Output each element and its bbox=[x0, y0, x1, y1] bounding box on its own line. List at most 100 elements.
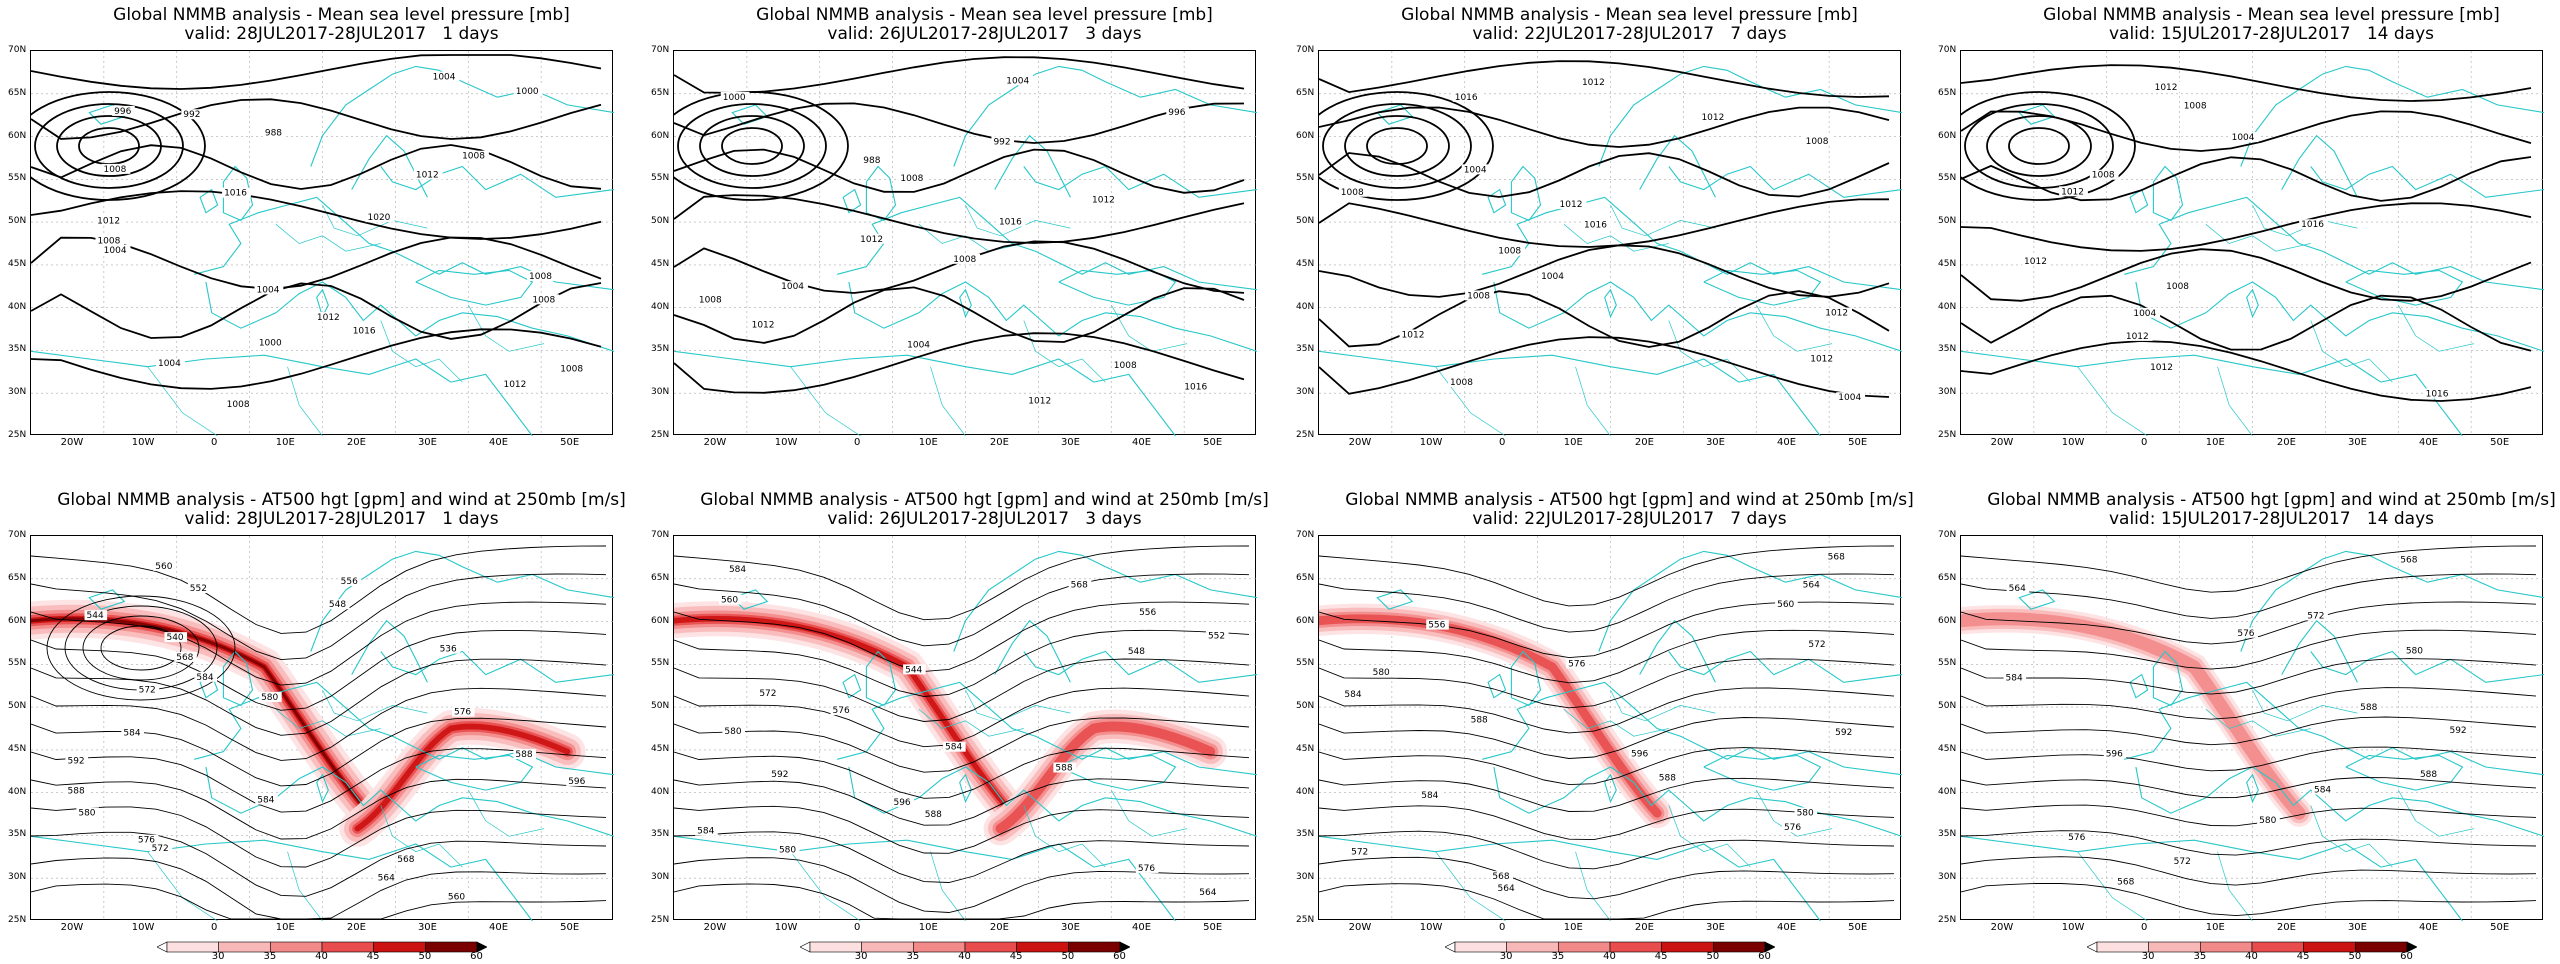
coastline bbox=[865, 650, 897, 707]
latitude-label: 35N bbox=[651, 829, 670, 840]
contour-label: 588 bbox=[925, 810, 942, 820]
contour-label-bg bbox=[1419, 789, 1442, 800]
contour-label-bg bbox=[262, 127, 286, 138]
contour-label-bg bbox=[2235, 627, 2258, 638]
longitude-label: 50E bbox=[1203, 922, 1223, 933]
longitude-label: 30E bbox=[1705, 437, 1725, 448]
wind-colorbar: 30 35 40 45 50 60 bbox=[155, 938, 488, 964]
coastline bbox=[2310, 650, 2544, 683]
colorbar-label: 60 bbox=[2400, 951, 2413, 962]
longitude-label: 50E bbox=[1848, 922, 1868, 933]
contour-line bbox=[1961, 340, 2532, 402]
contour-label: 568 bbox=[176, 653, 193, 663]
coastline bbox=[865, 165, 897, 222]
contour-label-bg bbox=[1197, 886, 1220, 897]
contour-label: 588 bbox=[68, 787, 85, 797]
latitude-label: 55N bbox=[651, 658, 670, 669]
coastline bbox=[1493, 281, 1902, 352]
contour-label-bg bbox=[65, 755, 89, 766]
contour-label: 1012 bbox=[2155, 83, 2178, 93]
contour-line bbox=[674, 883, 1250, 920]
coastline bbox=[380, 165, 614, 198]
map-panel-p3: Global NMMB analysis - Mean sea level pr… bbox=[1296, 0, 1941, 475]
contour-label-bg bbox=[776, 844, 800, 855]
map-canvas: 1004 1000 996 992 988 1008 1008 1012 1016 1020 101… bbox=[31, 51, 614, 436]
latitude-label: 60N bbox=[651, 130, 670, 141]
longitude-label: 50E bbox=[560, 437, 580, 448]
contour-label-bg bbox=[1823, 307, 1853, 318]
contour-label: 596 bbox=[1631, 749, 1648, 759]
longitude-label: 10W bbox=[131, 437, 155, 448]
latitude-label: 55N bbox=[1938, 658, 1957, 669]
country-border bbox=[1435, 851, 1506, 921]
contour-label-bg bbox=[1566, 658, 1589, 669]
coastline bbox=[1961, 835, 2463, 921]
contour-label-bg bbox=[861, 155, 884, 166]
wind-speed-band bbox=[354, 723, 571, 832]
title-line-2: valid: 15JUL2017-28JUL2017 14 days bbox=[2108, 24, 2434, 44]
longitude-label: 40E bbox=[1132, 437, 1152, 448]
contour-label-bg bbox=[1800, 579, 1824, 590]
contour-label: 548 bbox=[329, 600, 346, 610]
contour-label-bg bbox=[254, 284, 284, 295]
contour-line bbox=[1961, 64, 2532, 102]
contour-label: 1012 bbox=[1028, 397, 1051, 407]
coastline bbox=[415, 754, 534, 791]
latitude-label: 65N bbox=[651, 572, 670, 583]
contour-label: 544 bbox=[87, 611, 104, 621]
contour-label: 596 bbox=[568, 777, 585, 787]
coastline bbox=[953, 550, 1257, 652]
colorbar-label: 40 bbox=[315, 951, 328, 962]
contour-label-bg bbox=[413, 169, 443, 180]
map-area: 1004 1000 996 992 988 1008 1012 1016 1012 1008 100… bbox=[673, 50, 1257, 436]
country-border bbox=[2077, 366, 2148, 436]
contour-line bbox=[31, 190, 602, 240]
longitude-label: 20E bbox=[989, 437, 1009, 448]
coastline bbox=[2246, 288, 2259, 319]
contour-line bbox=[31, 778, 607, 840]
title-line-2: valid: 15JUL2017-28JUL2017 14 days bbox=[2108, 509, 2434, 529]
contour-label-bg bbox=[922, 808, 946, 819]
contour-line bbox=[1961, 601, 2537, 645]
contour-line bbox=[31, 545, 607, 634]
contour-lines bbox=[674, 56, 1245, 394]
contour-label: 568 bbox=[2400, 556, 2417, 566]
contour-line bbox=[31, 629, 607, 711]
longitude-label: 50E bbox=[1848, 437, 1868, 448]
contour-label-bg bbox=[858, 233, 887, 244]
country-border bbox=[287, 366, 323, 436]
latitude-label: 70N bbox=[1938, 45, 1957, 55]
latitude-label: 50N bbox=[1296, 701, 1315, 712]
contour-line bbox=[1319, 573, 1895, 633]
contour-label: 576 bbox=[1784, 823, 1801, 833]
contour-label: 1004 bbox=[2133, 309, 2156, 319]
contour-label: 572 bbox=[2174, 857, 2191, 867]
contour-label-bg bbox=[1490, 871, 1513, 882]
country-border bbox=[2397, 304, 2475, 352]
country-borders bbox=[2077, 204, 2475, 436]
colorbar-label: 45 bbox=[1009, 951, 1023, 962]
coastline bbox=[1023, 650, 1257, 683]
contour-line bbox=[1319, 336, 1890, 398]
latitude-label: 30N bbox=[1296, 872, 1315, 883]
longitude-label: 40E bbox=[489, 437, 509, 448]
contour-line bbox=[1961, 545, 2537, 593]
country-border bbox=[930, 851, 966, 921]
latitude-label: 50N bbox=[1938, 701, 1957, 712]
contour-label-bg bbox=[1338, 186, 1368, 197]
coastline bbox=[316, 773, 329, 804]
latitude-label: 30N bbox=[651, 872, 670, 883]
contour-label: 576 bbox=[833, 706, 850, 716]
contour-label: 992 bbox=[183, 110, 200, 120]
contour-label-bg bbox=[2131, 307, 2161, 318]
latitude-label: 25N bbox=[651, 915, 670, 925]
country-borders bbox=[790, 204, 1188, 436]
contour-label: 1004 bbox=[104, 246, 127, 256]
latitude-label: 65N bbox=[1296, 572, 1315, 583]
longitude-label: 10E bbox=[275, 922, 295, 933]
latitude-label: 55N bbox=[1296, 658, 1315, 669]
map-canvas: 584 568 560 556 552 548 544 572 576 580 584 588 592 5… bbox=[674, 536, 1257, 921]
contour-label-bg bbox=[2305, 610, 2328, 621]
contour-label: 544 bbox=[905, 665, 922, 675]
contour-label: 1008 bbox=[953, 255, 976, 265]
